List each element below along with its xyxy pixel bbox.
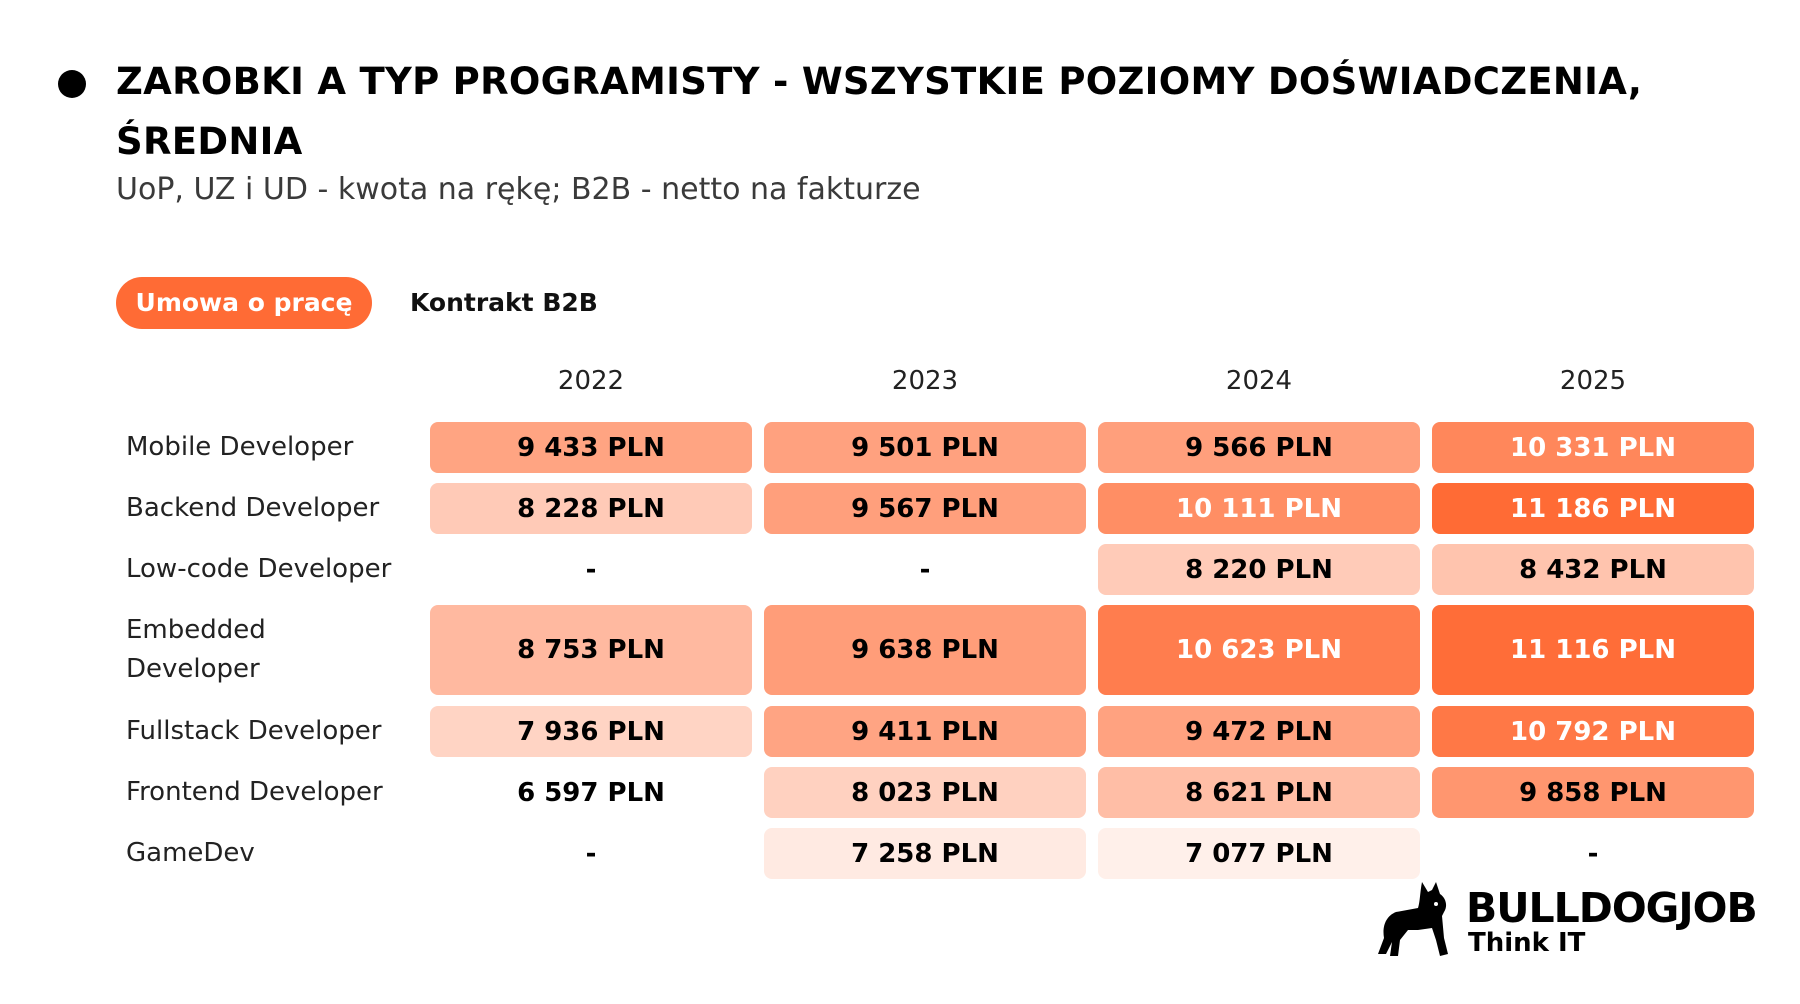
heatmap-cell: 7 077 PLN bbox=[1098, 828, 1420, 879]
row-label: Frontend Developer bbox=[126, 777, 383, 807]
column-header-2023: 2023 bbox=[891, 366, 959, 396]
row-label: Embedded Developer bbox=[126, 615, 266, 684]
heatmap-cell: 9 567 PLN bbox=[764, 483, 1086, 534]
page-title: ZAROBKI A TYP PROGRAMISTY - WSZYSTKIE PO… bbox=[116, 60, 1643, 163]
heatmap-cell: 9 501 PLN bbox=[764, 422, 1086, 473]
title-bullet bbox=[58, 70, 86, 98]
column-header-2025: 2025 bbox=[1559, 366, 1627, 396]
heatmap-cell: 9 566 PLN bbox=[1098, 422, 1420, 473]
tab-umowa-o-prace[interactable]: Umowa o pracę bbox=[116, 277, 372, 329]
heatmap-cell: - bbox=[585, 838, 597, 869]
heatmap-cell: 8 023 PLN bbox=[764, 767, 1086, 818]
column-header-2022: 2022 bbox=[557, 366, 625, 396]
heatmap-cell: 8 621 PLN bbox=[1098, 767, 1420, 818]
heatmap-cell: 9 638 PLN bbox=[764, 605, 1086, 695]
heatmap-cell: 10 111 PLN bbox=[1098, 483, 1420, 534]
row-label: Backend Developer bbox=[126, 493, 380, 523]
heatmap-cell: 9 472 PLN bbox=[1098, 706, 1420, 757]
heatmap-cell: 7 258 PLN bbox=[764, 828, 1086, 879]
heatmap-cell: - bbox=[1587, 838, 1599, 869]
heatmap-cell: 9 858 PLN bbox=[1432, 767, 1754, 818]
heatmap-cell: 7 936 PLN bbox=[430, 706, 752, 757]
heatmap-cell: 9 433 PLN bbox=[430, 422, 752, 473]
row-label: GameDev bbox=[126, 838, 255, 868]
logo-tagline: Think IT bbox=[1468, 928, 1586, 958]
logo-name: BULLDOGJOB bbox=[1466, 884, 1758, 932]
heatmap-cell: 8 753 PLN bbox=[430, 605, 752, 695]
heatmap-cell: 8 228 PLN bbox=[430, 483, 752, 534]
heatmap-cell: - bbox=[919, 554, 931, 585]
heatmap-cell: - bbox=[585, 554, 597, 585]
heatmap-cell: 6 597 PLN bbox=[430, 767, 752, 818]
heatmap-cell: 10 331 PLN bbox=[1432, 422, 1754, 473]
heatmap-cell: 8 220 PLN bbox=[1098, 544, 1420, 595]
heatmap-cell: 10 623 PLN bbox=[1098, 605, 1420, 695]
heatmap-cell: 9 411 PLN bbox=[764, 706, 1086, 757]
column-header-2024: 2024 bbox=[1225, 366, 1293, 396]
heatmap-cell: 10 792 PLN bbox=[1432, 706, 1754, 757]
heatmap-cell: 11 116 PLN bbox=[1432, 605, 1754, 695]
tab-kontrakt-b2b[interactable]: Kontrakt B2B bbox=[410, 288, 598, 317]
heatmap-cell: 8 432 PLN bbox=[1432, 544, 1754, 595]
page-subtitle: UoP, UZ i UD - kwota na rękę; B2B - nett… bbox=[116, 172, 921, 207]
heatmap-cell: 11 186 PLN bbox=[1432, 483, 1754, 534]
row-label: Fullstack Developer bbox=[126, 716, 382, 746]
row-label: Low-code Developer bbox=[126, 554, 392, 584]
row-label: Mobile Developer bbox=[126, 432, 354, 462]
bulldog-icon bbox=[1378, 882, 1448, 956]
